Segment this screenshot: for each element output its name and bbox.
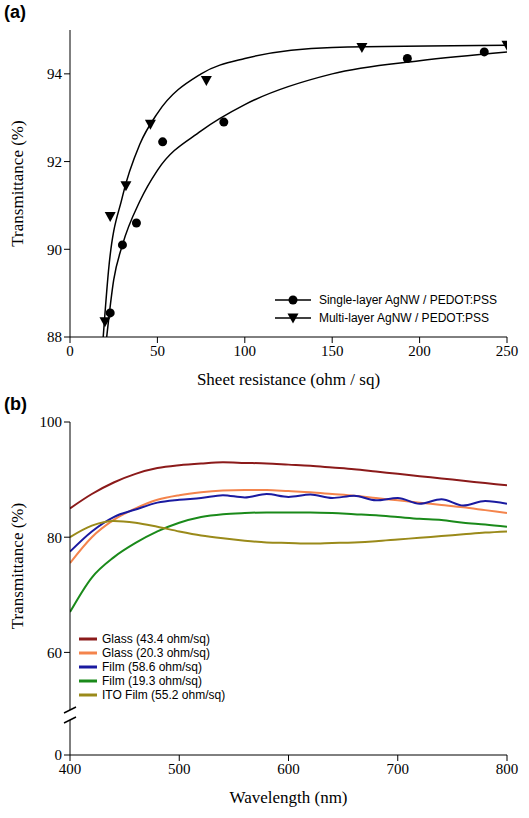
svg-text:700: 700 (387, 761, 410, 777)
svg-text:50: 50 (150, 343, 165, 359)
svg-text:500: 500 (168, 761, 191, 777)
svg-text:Transmittance (%): Transmittance (%) (8, 120, 27, 246)
svg-text:150: 150 (321, 343, 344, 359)
svg-text:Wavelength (nm): Wavelength (nm) (229, 788, 347, 807)
svg-text:92: 92 (47, 154, 62, 170)
html-text:Film (19.3 ohm/sq): Film (19.3 ohm/sq) (102, 674, 202, 688)
svg-text:Sheet resistance (ohm / sq): Sheet resistance (ohm / sq) (197, 370, 380, 389)
svg-text:80: 80 (47, 530, 62, 546)
svg-text:100: 100 (40, 414, 63, 430)
svg-text:0: 0 (66, 343, 74, 359)
html-text:Single-layer AgNW / PEDOT:PSS: Single-layer AgNW / PEDOT:PSS (318, 293, 497, 307)
svg-text:250: 250 (496, 343, 519, 359)
svg-text:90: 90 (47, 242, 62, 258)
html-text:(b): (b) (4, 394, 27, 414)
svg-text:200: 200 (408, 343, 431, 359)
html-text:Glass (43.4 ohm/sq): Glass (43.4 ohm/sq) (102, 632, 210, 646)
svg-text:800: 800 (496, 761, 519, 777)
svg-text:88: 88 (47, 329, 62, 345)
svg-text:600: 600 (277, 761, 300, 777)
svg-text:60: 60 (47, 645, 62, 661)
svg-text:0: 0 (55, 747, 63, 763)
html-text:Multi-layer AgNW / PEDOT:PSS: Multi-layer AgNW / PEDOT:PSS (318, 311, 489, 325)
svg-text:94: 94 (47, 66, 63, 82)
html-text:ITO Film (55.2 ohm/sq): ITO Film (55.2 ohm/sq) (102, 688, 226, 702)
svg-text:400: 400 (59, 761, 82, 777)
html-text:Film (58.6 ohm/sq): Film (58.6 ohm/sq) (102, 660, 202, 674)
svg-text:Transmittance (%): Transmittance (%) (8, 503, 27, 629)
html-text:(a): (a) (4, 2, 26, 22)
html-text:Glass (20.3 ohm/sq): Glass (20.3 ohm/sq) (102, 646, 210, 660)
svg-text:100: 100 (234, 343, 257, 359)
